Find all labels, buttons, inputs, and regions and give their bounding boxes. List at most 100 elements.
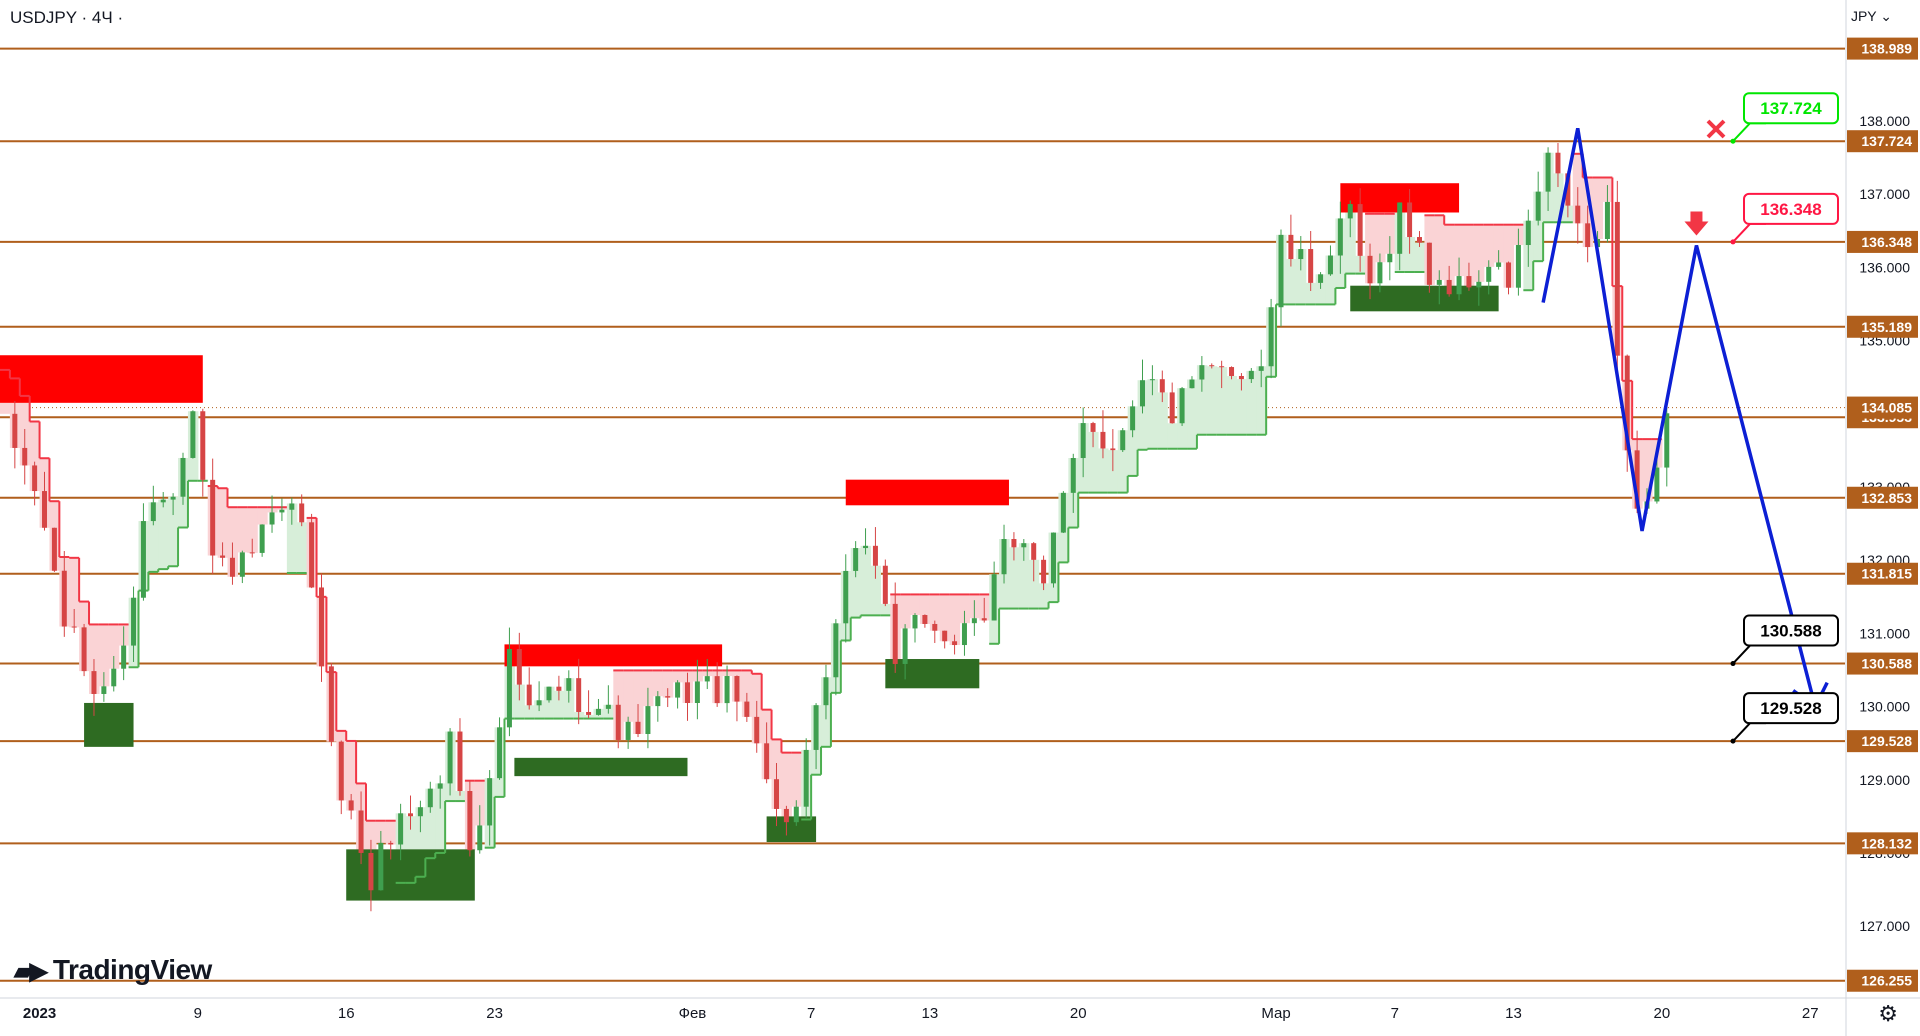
candle-body xyxy=(823,677,829,706)
trend-fill xyxy=(1187,379,1198,449)
y-tick-label: 137.000 xyxy=(1859,186,1910,202)
candle-body xyxy=(170,496,176,500)
candle-body xyxy=(526,684,532,706)
candle-body xyxy=(1278,234,1284,308)
trend-fill xyxy=(1404,237,1416,273)
trend-fill xyxy=(1374,213,1386,263)
candle-body xyxy=(882,565,888,604)
trend-fill xyxy=(385,820,397,845)
candle-body xyxy=(1080,423,1086,459)
candle-body xyxy=(833,623,839,678)
level-price-label: 136.348 xyxy=(1861,234,1912,250)
trend-fill xyxy=(553,690,565,719)
supply-zone xyxy=(0,355,203,403)
candle-body xyxy=(398,813,404,845)
trend-fill xyxy=(415,807,426,877)
x-tick-label: 13 xyxy=(1505,1005,1522,1022)
candle-body xyxy=(378,842,384,891)
candle-body xyxy=(704,676,710,682)
trend-fill xyxy=(781,752,792,823)
x-tick-label: Фев xyxy=(679,1005,707,1022)
candle-body xyxy=(655,696,661,707)
candle-body xyxy=(1149,379,1155,381)
trend-fill xyxy=(158,499,169,570)
candle-body xyxy=(358,810,364,853)
callout-pointer xyxy=(1732,722,1766,742)
candle-body xyxy=(1258,366,1264,371)
candle-body xyxy=(576,678,582,712)
candle-body xyxy=(754,716,760,744)
x-tick-label: 16 xyxy=(338,1005,355,1022)
candle-body xyxy=(981,618,987,621)
candle-body xyxy=(1159,379,1165,393)
trend-fill xyxy=(1117,430,1129,493)
candle-body xyxy=(1367,255,1373,284)
candle-body xyxy=(1238,376,1244,380)
level-price-label: 129.528 xyxy=(1861,733,1912,749)
candle-body xyxy=(1614,201,1620,356)
trend-fill xyxy=(1157,392,1168,449)
trend-fill xyxy=(1137,380,1149,450)
down-arrow-icon xyxy=(1684,211,1709,236)
candle-body xyxy=(1140,380,1146,407)
callout-box[interactable] xyxy=(1743,692,1839,725)
gear-icon[interactable]: ⚙ xyxy=(1878,1001,1898,1026)
trend-fill xyxy=(29,421,41,492)
callout-box[interactable] xyxy=(1743,192,1839,225)
candle-body xyxy=(447,731,453,784)
trend-fill xyxy=(544,686,555,719)
symbol-header[interactable]: USDJPY · 4Ч · xyxy=(10,8,123,28)
price-axis[interactable] xyxy=(1846,0,1920,1036)
trend-fill xyxy=(1216,367,1228,435)
level-price-tag xyxy=(1847,230,1918,253)
currency-selector[interactable]: JPY ⌄ xyxy=(1851,8,1892,25)
trend-fill xyxy=(286,503,298,574)
candle-body xyxy=(1327,255,1333,275)
candle-body xyxy=(1416,237,1422,243)
trend-fill xyxy=(1107,450,1119,493)
candle-body xyxy=(1654,467,1660,502)
trend-fill xyxy=(237,507,248,553)
demand-zone xyxy=(84,702,134,747)
candle-body xyxy=(229,557,235,577)
tradingview-logo[interactable]: ▰▶ TradingView xyxy=(14,954,212,986)
supply-zone xyxy=(504,644,723,667)
candle-body xyxy=(22,447,28,466)
candle-body xyxy=(328,666,334,742)
header-separator: · xyxy=(117,8,124,27)
candle-body xyxy=(586,711,592,715)
timeframe-label[interactable]: 4Ч xyxy=(91,8,113,27)
x-tick-label: 9 xyxy=(194,1005,202,1022)
callout-anchor xyxy=(1730,738,1736,744)
candle-body xyxy=(1001,539,1007,575)
candle-body xyxy=(783,808,789,823)
candle-body xyxy=(32,465,38,492)
trend-fill xyxy=(1196,365,1208,435)
candle-body xyxy=(1050,532,1056,584)
candle-body xyxy=(121,645,127,669)
trend-fill xyxy=(880,603,891,616)
callout-anchor xyxy=(1730,661,1736,667)
symbol-label[interactable]: USDJPY xyxy=(10,8,77,27)
trend-fill xyxy=(662,670,674,698)
candle-body xyxy=(1634,450,1640,509)
trend-fill xyxy=(910,594,921,616)
candle-body xyxy=(516,649,522,685)
trend-fill xyxy=(1493,224,1505,263)
callout-pointer xyxy=(1732,222,1766,243)
candle-body xyxy=(774,779,780,809)
currency-label[interactable]: JPY xyxy=(1850,8,1877,24)
callout-box[interactable] xyxy=(1743,92,1839,125)
candle-body xyxy=(843,570,849,624)
candle-body xyxy=(1090,423,1096,432)
callout-label: 137.724 xyxy=(1760,99,1822,118)
candle-body xyxy=(1100,431,1106,449)
chevron-down-icon[interactable]: ⌄ xyxy=(1880,8,1892,24)
x-tick-label: 23 xyxy=(486,1005,503,1022)
trend-fill xyxy=(1305,282,1317,305)
callout-box[interactable] xyxy=(1743,614,1839,647)
x-tick-label: 13 xyxy=(921,1005,938,1022)
trend-fill xyxy=(148,502,159,572)
candle-body xyxy=(61,570,67,627)
